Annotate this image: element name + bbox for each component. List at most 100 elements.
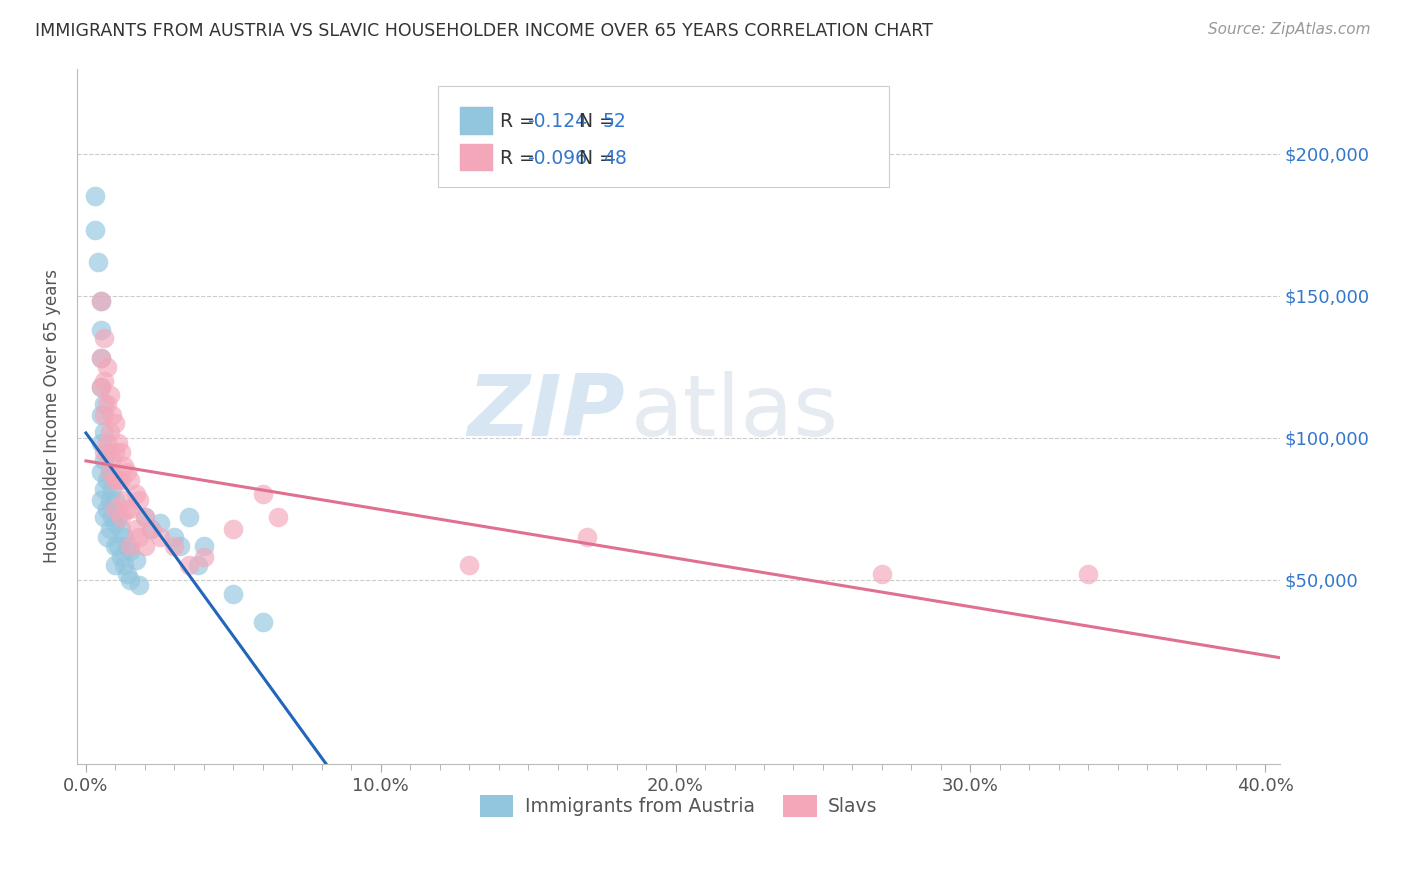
Point [104, 501, 127, 516]
Point [96, 501, 118, 516]
Point [101, 482, 124, 496]
Point [96, 445, 118, 459]
Text: N =: N = [567, 149, 620, 168]
Point [83, 189, 105, 203]
Point [222, 587, 245, 601]
Point [96, 530, 118, 544]
Point [90, 351, 112, 365]
FancyBboxPatch shape [460, 144, 494, 171]
Text: atlas: atlas [630, 371, 838, 454]
Point [96, 436, 118, 450]
Point [110, 510, 132, 524]
Text: Source: ZipAtlas.com: Source: ZipAtlas.com [1208, 22, 1371, 37]
Text: R =: R = [501, 112, 541, 131]
Point [104, 473, 127, 487]
Point [93, 425, 115, 439]
Point [870, 566, 893, 581]
Point [83, 223, 105, 237]
Point [120, 501, 142, 516]
Point [90, 408, 112, 422]
Point [112, 458, 135, 473]
Point [110, 473, 132, 487]
Point [252, 615, 274, 630]
Point [107, 436, 129, 450]
Text: 52: 52 [603, 112, 627, 131]
Point [187, 558, 209, 573]
Point [93, 453, 115, 467]
Point [98, 465, 121, 479]
Point [90, 436, 112, 450]
Point [90, 379, 112, 393]
Point [120, 539, 142, 553]
Point [98, 425, 121, 439]
Point [104, 539, 127, 553]
Point [90, 465, 112, 479]
Point [458, 558, 481, 573]
Point [101, 408, 124, 422]
Point [266, 510, 288, 524]
Point [98, 388, 121, 402]
Point [139, 521, 162, 535]
Legend: Immigrants from Austria, Slavs: Immigrants from Austria, Slavs [472, 788, 884, 824]
Point [112, 530, 135, 544]
Point [128, 493, 150, 508]
Point [93, 374, 115, 388]
Point [101, 510, 124, 524]
Point [107, 473, 129, 487]
Point [104, 445, 127, 459]
Point [134, 510, 156, 524]
Point [112, 493, 135, 508]
Point [107, 510, 129, 524]
Point [101, 453, 124, 467]
Point [104, 516, 127, 530]
Point [179, 510, 201, 524]
Point [90, 294, 112, 309]
Point [107, 539, 129, 553]
Point [134, 510, 156, 524]
Point [90, 351, 112, 365]
Point [104, 558, 127, 573]
Point [98, 521, 121, 535]
Point [98, 465, 121, 479]
Text: R =: R = [501, 149, 541, 168]
Point [125, 521, 148, 535]
Point [104, 493, 127, 508]
Point [128, 578, 150, 592]
Point [90, 379, 112, 393]
Point [110, 445, 132, 459]
Text: -0.096: -0.096 [527, 149, 586, 168]
Point [110, 521, 132, 535]
Point [163, 539, 186, 553]
Text: IMMIGRANTS FROM AUSTRIA VS SLAVIC HOUSEHOLDER INCOME OVER 65 YEARS CORRELATION C: IMMIGRANTS FROM AUSTRIA VS SLAVIC HOUSEH… [35, 22, 934, 40]
Point [115, 501, 138, 516]
Point [104, 417, 127, 431]
Point [93, 445, 115, 459]
Point [120, 573, 142, 587]
Point [115, 465, 138, 479]
Text: N =: N = [567, 112, 620, 131]
Point [576, 530, 599, 544]
Point [125, 553, 148, 567]
Point [139, 521, 162, 535]
Y-axis label: Householder Income Over 65 years: Householder Income Over 65 years [44, 269, 60, 564]
Point [125, 487, 148, 501]
FancyBboxPatch shape [460, 107, 494, 135]
Point [115, 566, 138, 581]
Point [193, 539, 215, 553]
Point [110, 549, 132, 564]
Point [1077, 566, 1099, 581]
Point [252, 487, 274, 501]
Text: -0.124: -0.124 [527, 112, 588, 131]
Point [93, 510, 115, 524]
Text: ZIP: ZIP [467, 371, 624, 454]
Point [120, 544, 142, 558]
Point [149, 516, 172, 530]
Point [134, 539, 156, 553]
Point [120, 473, 142, 487]
Point [98, 493, 121, 508]
Point [93, 396, 115, 410]
Point [90, 323, 112, 337]
Point [93, 482, 115, 496]
Point [96, 473, 118, 487]
Point [222, 521, 245, 535]
